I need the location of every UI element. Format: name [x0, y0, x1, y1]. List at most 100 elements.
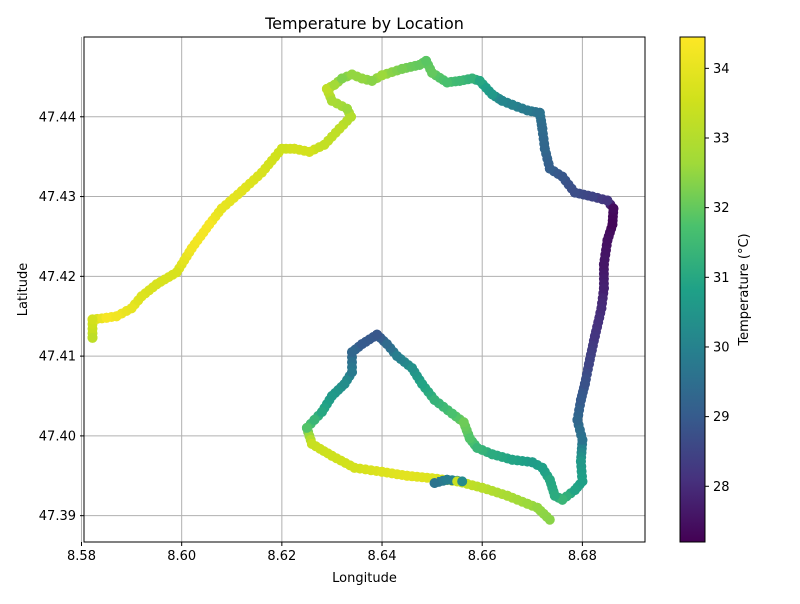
- data-point: [326, 391, 337, 401]
- data-point: [136, 291, 147, 302]
- y-tick-label: 47.44: [39, 110, 76, 125]
- data-point: [256, 167, 267, 178]
- data-point: [101, 312, 112, 323]
- data-point: [607, 219, 618, 230]
- x-tick-label: 8.68: [568, 549, 597, 564]
- data-point: [487, 89, 498, 100]
- data-point: [575, 395, 586, 405]
- data-point: [349, 462, 360, 473]
- data-point: [544, 163, 555, 174]
- data-point: [236, 186, 247, 196]
- data-point: [111, 311, 122, 322]
- data-point: [347, 367, 357, 378]
- data-point: [589, 331, 600, 342]
- data-point: [507, 454, 518, 465]
- data-point: [421, 55, 432, 66]
- y-axis-label: Latitude: [16, 263, 31, 317]
- data-point: [477, 482, 488, 493]
- data-point: [474, 75, 485, 86]
- data-point: [342, 103, 352, 114]
- data-point: [304, 146, 315, 157]
- x-tick-label: 8.64: [368, 549, 397, 564]
- data-point: [326, 95, 337, 106]
- colorbar-tick-label: 34: [713, 62, 730, 77]
- grid-lines: [80, 37, 645, 542]
- data-point: [276, 143, 287, 154]
- data-point: [306, 438, 317, 449]
- y-tick-label: 47.40: [39, 429, 76, 444]
- data-point: [316, 407, 327, 417]
- data-point: [497, 95, 508, 106]
- data-point: [216, 203, 227, 214]
- colorbar-tick-label: 30: [713, 340, 730, 355]
- data-point: [537, 462, 548, 473]
- data-point: [347, 347, 357, 358]
- data-point: [537, 123, 548, 134]
- colorbar-ticks: 28 29 30 31 32 33 34: [705, 62, 730, 495]
- data-point: [402, 470, 413, 481]
- data-point: [186, 243, 197, 254]
- data-point: [347, 69, 357, 80]
- data-point: [442, 77, 453, 88]
- data-point: [429, 478, 440, 488]
- colorbar: [679, 36, 706, 543]
- data-point: [367, 75, 377, 86]
- data-point: [602, 195, 613, 206]
- data-point: [382, 339, 392, 350]
- data-point: [457, 476, 468, 487]
- data-point: [467, 73, 478, 84]
- data-point: [377, 70, 387, 81]
- data-point: [487, 449, 498, 460]
- data-point: [334, 123, 345, 134]
- data-point: [454, 75, 465, 86]
- data-point: [507, 99, 518, 110]
- data-point: [579, 379, 590, 389]
- data-point: [549, 490, 560, 501]
- x-tick-label: 8.58: [67, 549, 96, 564]
- colorbar-tick-label: 28: [713, 480, 730, 495]
- data-point: [87, 332, 98, 343]
- data-point: [151, 279, 162, 290]
- data-point: [204, 219, 215, 230]
- data-point: [289, 143, 300, 154]
- data-point: [407, 363, 418, 374]
- y-tick-label: 47.39: [39, 509, 76, 524]
- data-point: [447, 408, 458, 419]
- data-point: [596, 303, 607, 314]
- data-point: [557, 494, 568, 505]
- data-point: [429, 395, 440, 405]
- data-point: [417, 379, 428, 389]
- data-point: [357, 73, 367, 84]
- data-point: [522, 498, 533, 509]
- colorbar-tick-label: 29: [713, 410, 730, 425]
- x-axis-label: Longitude: [332, 571, 397, 586]
- data-point: [337, 73, 347, 84]
- plot-frame: [83, 36, 646, 543]
- x-tick-label: 8.62: [267, 549, 296, 564]
- x-tick-label: 8.60: [167, 549, 196, 564]
- data-point: [532, 502, 543, 513]
- data-point: [427, 67, 438, 78]
- chart-title: Temperature by Location: [264, 14, 464, 33]
- data-point: [569, 485, 580, 496]
- y-tick-label: 47.42: [39, 270, 76, 285]
- data-point: [539, 143, 550, 154]
- y-tick-label: 47.41: [39, 350, 76, 365]
- data-point: [587, 191, 598, 202]
- x-tick-label: 8.66: [468, 549, 497, 564]
- data-point: [527, 457, 538, 468]
- data-point: [319, 139, 330, 150]
- data-point: [346, 111, 356, 122]
- y-tick-label: 47.43: [39, 190, 76, 205]
- colorbar-tick-label: 31: [713, 271, 730, 286]
- data-point: [309, 414, 320, 425]
- data-point: [522, 105, 533, 116]
- y-axis-ticks: 47.39 47.40 47.41 47.42 47.43 47.44: [39, 110, 84, 524]
- x-axis-ticks: 8.58 8.60 8.62 8.64 8.66 8.68: [67, 542, 597, 564]
- data-point: [442, 474, 453, 485]
- data-point: [326, 450, 337, 461]
- data-point: [572, 414, 583, 425]
- data-point: [458, 417, 469, 428]
- data-point: [397, 63, 408, 74]
